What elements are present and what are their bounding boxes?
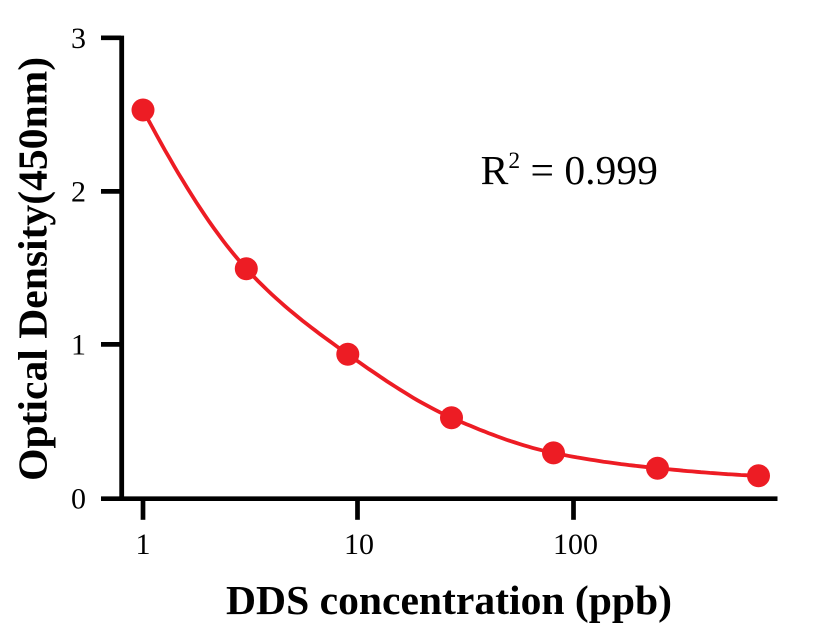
svg-text:10: 10 <box>344 528 374 561</box>
svg-text:3: 3 <box>71 22 86 55</box>
svg-text:100: 100 <box>553 528 598 561</box>
svg-text:R2 = 0.999: R2 = 0.999 <box>481 147 658 193</box>
svg-text:DDS concentration (ppb): DDS concentration (ppb) <box>226 577 672 624</box>
svg-text:Optical Density(450nm): Optical Density(450nm) <box>10 57 57 481</box>
svg-text:2: 2 <box>71 175 86 208</box>
svg-text:1: 1 <box>71 328 86 361</box>
svg-text:0: 0 <box>71 483 86 516</box>
svg-text:1: 1 <box>136 528 151 561</box>
